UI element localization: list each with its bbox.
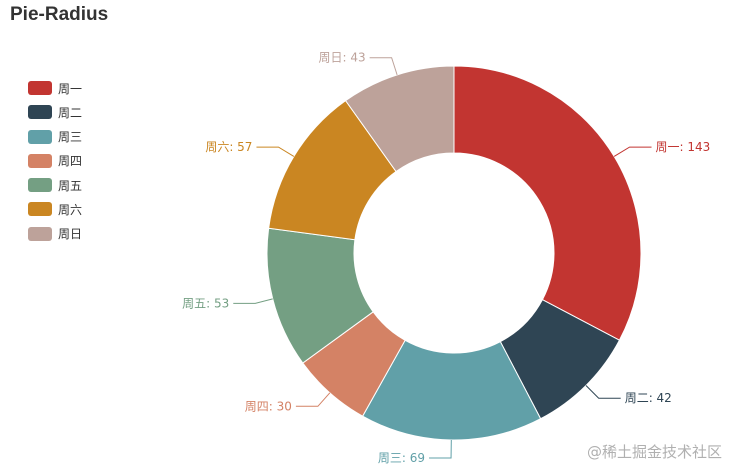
legend-item[interactable]: 周二 <box>28 104 82 120</box>
legend-swatch <box>28 226 52 241</box>
label-leader-line <box>429 439 452 459</box>
slice-label: 周五: 53 <box>182 296 229 310</box>
legend-label: 周四 <box>58 154 83 169</box>
slice-label: 周三: 69 <box>378 451 425 465</box>
legend-swatch <box>28 129 52 144</box>
pie-slice[interactable] <box>361 339 542 441</box>
legend-swatch <box>28 105 52 120</box>
slice-label: 周二: 42 <box>625 391 672 405</box>
legend-label: 周三 <box>58 130 83 145</box>
legend-swatch <box>28 202 52 217</box>
legend-swatch <box>28 178 52 193</box>
slice-label: 周日: 43 <box>318 51 365 65</box>
legend: 周一周二周三周四周五周六周日 <box>28 80 82 250</box>
watermark: @稀土掘金技术社区 <box>586 443 722 461</box>
legend-item[interactable]: 周四 <box>28 153 82 169</box>
legend-item[interactable]: 周五 <box>28 177 82 193</box>
legend-swatch <box>28 153 52 168</box>
pie-slice[interactable] <box>453 65 642 341</box>
label-leader-line <box>256 146 295 157</box>
legend-item[interactable]: 周六 <box>28 201 82 217</box>
label-leader-line <box>585 385 621 399</box>
label-leader-line <box>369 57 398 76</box>
chart-title: Pie-Radius <box>10 4 109 25</box>
label-leader-line <box>295 392 331 407</box>
pie-slice[interactable] <box>344 65 455 173</box>
label-leader-line <box>613 146 652 157</box>
legend-label: 周日 <box>58 227 83 242</box>
slice-label: 周六: 57 <box>205 140 252 154</box>
legend-swatch <box>28 81 52 95</box>
legend-label: 周六 <box>58 202 83 217</box>
legend-item[interactable]: 周一 <box>28 80 82 96</box>
legend-label: 周二 <box>58 105 83 120</box>
label-leader-line <box>233 298 273 304</box>
legend-label: 周一 <box>58 81 83 96</box>
slice-label: 周一: 143 <box>656 140 711 154</box>
legend-label: 周五 <box>58 178 83 193</box>
slice-label: 周四: 30 <box>245 399 292 413</box>
legend-item[interactable]: 周日 <box>28 226 82 242</box>
legend-item[interactable]: 周三 <box>28 129 82 145</box>
